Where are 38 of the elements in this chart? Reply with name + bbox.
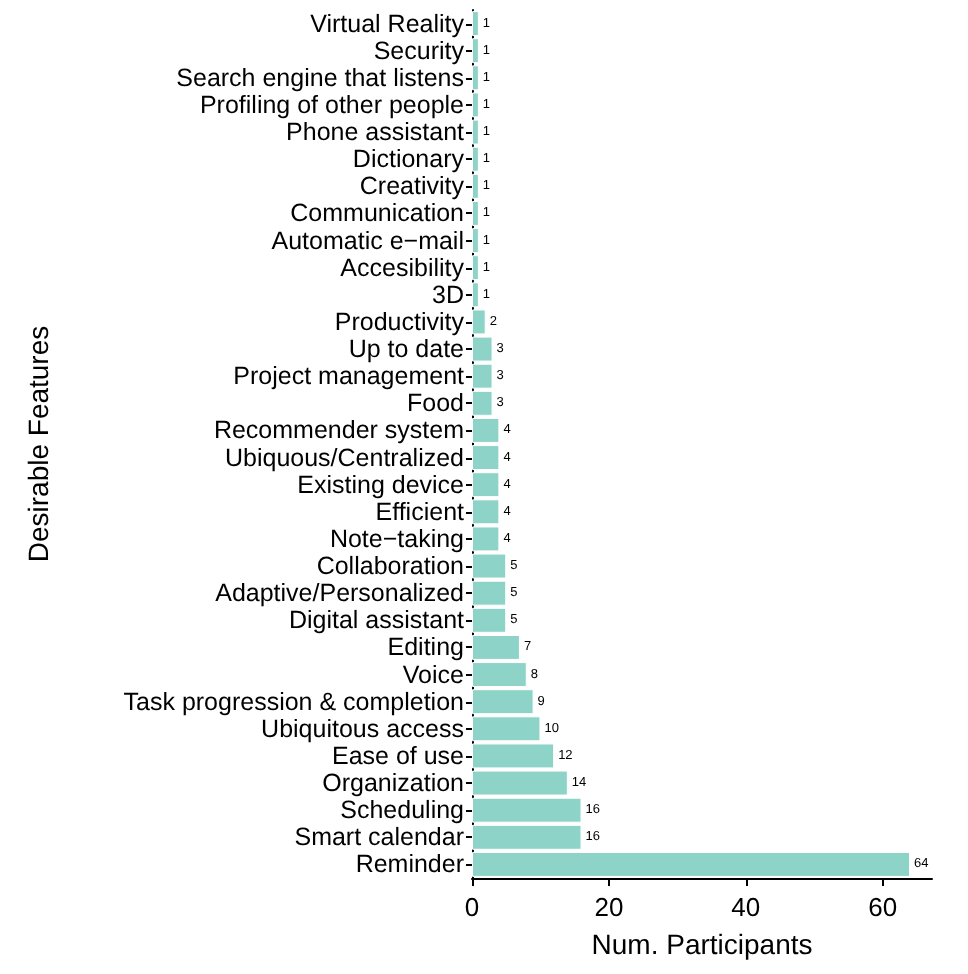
y-tick-label: Editing [387,633,465,662]
y-tick-label: Ease of use [331,741,465,770]
y-tick-label: Organization [322,769,465,798]
y-tick-label: Communication [290,199,465,228]
y-tick-label: Profiling of other people [199,90,465,119]
y-tick-label: Phone assistant [286,118,466,147]
y-axis-title: Desirable Features [22,325,54,563]
y-tick-label: Project management [233,362,466,391]
x-axis-title: Num. Participants [591,928,813,960]
y-tick-label: Efficient [375,497,466,526]
y-tick-label: Virtual Reality [310,9,466,38]
y-tick-label: Search engine that listens [176,63,464,92]
y-tick-label: Recommender system [213,416,464,445]
y-tick-label: Reminder [355,850,464,879]
y-tick-label: Task progression & completion [123,687,465,716]
y-tick-label: Digital assistant [288,606,466,635]
y-tick-label: Note−taking [329,524,465,553]
y-tick-label: Voice [402,660,465,689]
y-tick-label: Dictionary [352,145,466,174]
x-tick-label: 20 [594,892,624,922]
y-tick-label: Adaptive/Personalized [215,579,465,608]
y-tick-label: Smart calendar [294,823,464,852]
y-tick-label: Up to date [348,335,465,364]
y-tick-label: Ubiquitous access [261,714,464,743]
y-tick-label: Creativity [359,172,466,201]
y-tick-label: Productivity [334,307,466,336]
y-tick-label: Accesibility [340,253,466,282]
y-tick-label: Automatic e−mail [271,226,464,255]
y-tick-label: Collaboration [316,552,465,581]
y-tick-label: Security [373,36,466,65]
x-tick-label: 60 [868,892,898,922]
x-tick-label: 0 [464,892,480,922]
y-tick-label: Scheduling [340,796,465,825]
y-tick-label: Existing device [297,470,465,499]
x-tick-label: 40 [731,892,761,922]
y-tick-label: Food [407,389,465,418]
y-tick-label: Ubiquous/Centralized [224,443,465,472]
y-tick-label: 3D [432,280,464,309]
